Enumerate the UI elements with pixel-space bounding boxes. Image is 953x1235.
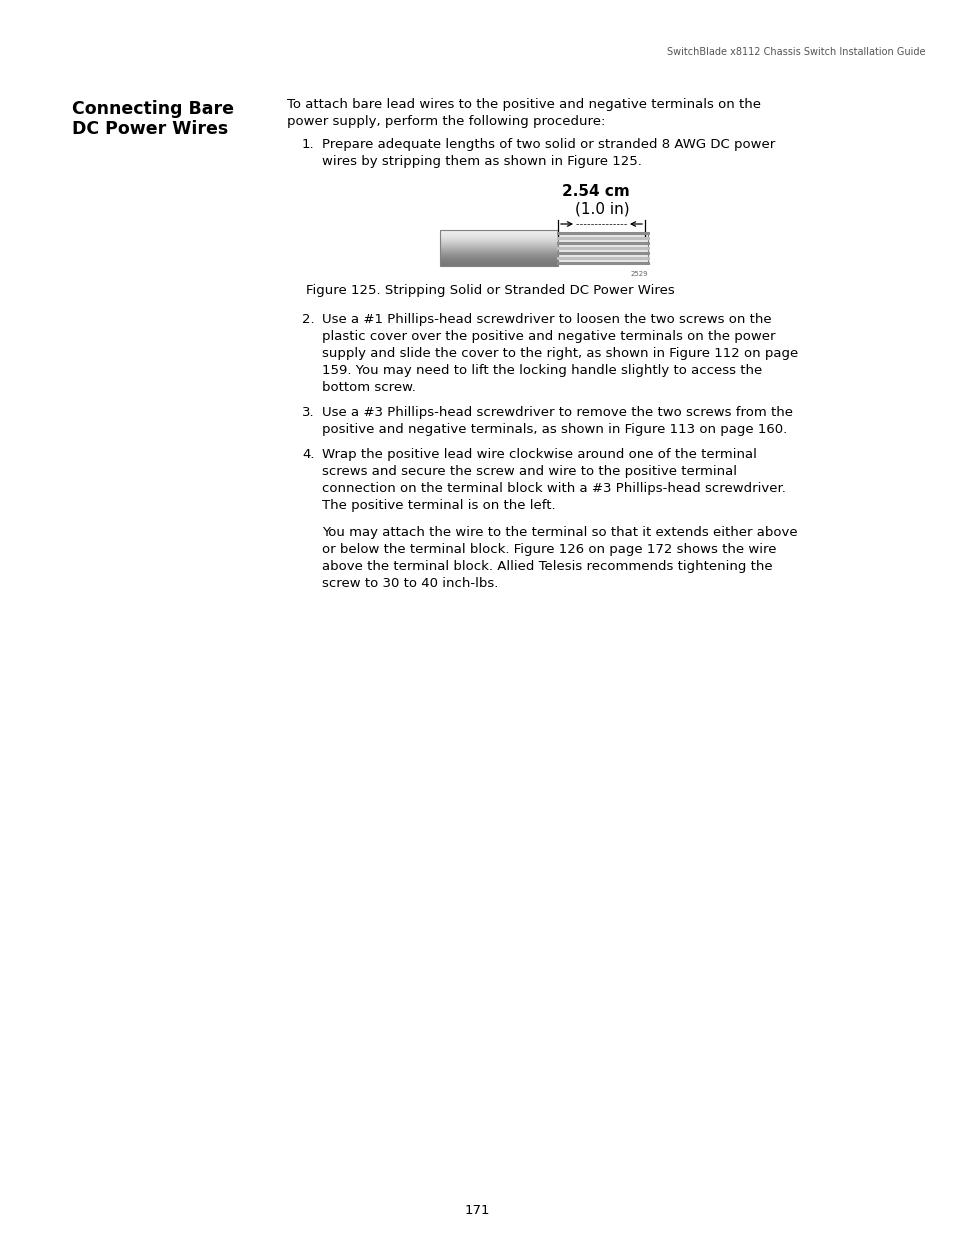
Text: You may attach the wire to the terminal so that it extends either above: You may attach the wire to the terminal … [322,526,797,538]
Text: 2.: 2. [302,312,314,326]
Text: 3.: 3. [302,406,314,419]
Text: To attach bare lead wires to the positive and negative terminals on the: To attach bare lead wires to the positiv… [287,98,760,111]
Text: SwitchBlade x8112 Chassis Switch Installation Guide: SwitchBlade x8112 Chassis Switch Install… [667,47,925,57]
Text: Prepare adequate lengths of two solid or stranded 8 AWG DC power: Prepare adequate lengths of two solid or… [322,138,775,151]
Bar [439,230,558,266]
Text: Wrap the positive lead wire clockwise around one of the terminal: Wrap the positive lead wire clockwise ar… [322,448,756,461]
Text: The positive terminal is on the left.: The positive terminal is on the left. [322,499,555,513]
Text: (1.0 in): (1.0 in) [575,201,629,216]
Text: 159. You may need to lift the locking handle slightly to access the: 159. You may need to lift the locking ha… [322,364,761,377]
Text: plastic cover over the positive and negative terminals on the power: plastic cover over the positive and nega… [322,330,775,343]
Text: supply and slide the cover to the right, as shown in Figure 112 on page: supply and slide the cover to the right,… [322,347,798,359]
Text: 1.: 1. [302,138,314,151]
Text: positive and negative terminals, as shown in Figure 113 on page 160.: positive and negative terminals, as show… [322,424,786,436]
Text: Figure 125. Stripping Solid or Stranded DC Power Wires: Figure 125. Stripping Solid or Stranded … [305,284,674,296]
Text: Use a #3 Phillips-head screwdriver to remove the two screws from the: Use a #3 Phillips-head screwdriver to re… [322,406,792,419]
Text: 171: 171 [464,1203,489,1216]
Text: above the terminal block. Allied Telesis recommends tightening the: above the terminal block. Allied Telesis… [322,559,772,573]
Text: bottom screw.: bottom screw. [322,382,416,394]
Text: or below the terminal block. Figure 126 on page 172 shows the wire: or below the terminal block. Figure 126 … [322,543,776,556]
Text: Connecting Bare: Connecting Bare [71,100,233,119]
Text: DC Power Wires: DC Power Wires [71,120,228,138]
Text: 2529: 2529 [630,270,647,277]
Text: screws and secure the screw and wire to the positive terminal: screws and secure the screw and wire to … [322,466,737,478]
Text: screw to 30 to 40 inch-lbs.: screw to 30 to 40 inch-lbs. [322,577,497,590]
Text: wires by stripping them as shown in Figure 125.: wires by stripping them as shown in Figu… [322,156,641,168]
Bar [558,233,647,263]
Text: 4.: 4. [302,448,314,461]
Text: 2.54 cm: 2.54 cm [561,184,629,199]
Text: power supply, perform the following procedure:: power supply, perform the following proc… [287,115,605,128]
Bar [558,233,647,263]
Text: connection on the terminal block with a #3 Phillips-head screwdriver.: connection on the terminal block with a … [322,482,785,495]
Text: Use a #1 Phillips-head screwdriver to loosen the two screws on the: Use a #1 Phillips-head screwdriver to lo… [322,312,771,326]
